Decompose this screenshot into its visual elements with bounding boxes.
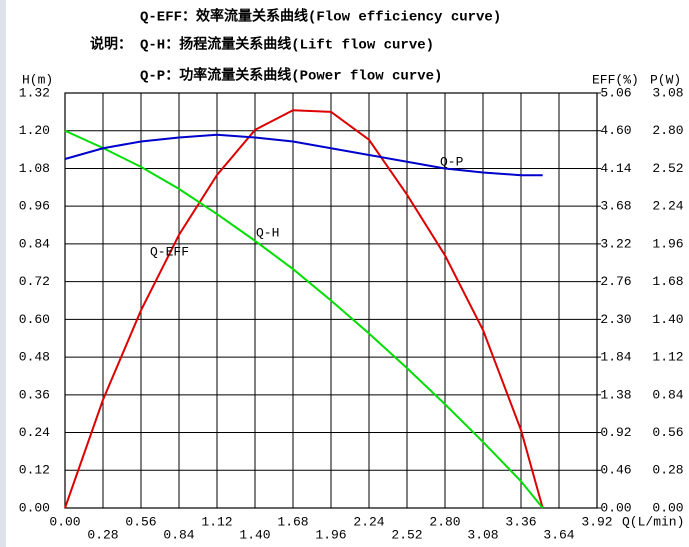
- y-tick-label: 0.48: [19, 350, 50, 365]
- y2-tick-label: 5.06: [600, 85, 631, 100]
- y-tick-label: 0.00: [19, 500, 50, 515]
- y3-tick-label: 2.80: [652, 123, 683, 138]
- y2-tick-label: 2.76: [600, 274, 631, 289]
- title-line: Q-P：功率流量关系曲线(Power flow curve): [140, 67, 442, 85]
- title-line: Q-EFF：效率流量关系曲线(Flow efficiency curve): [140, 8, 501, 26]
- x-tick-label: 0.84: [163, 527, 194, 542]
- series-line: [64, 109, 544, 509]
- x-tick-label: 2.80: [429, 514, 460, 529]
- y3-tick-label: 3.08: [652, 85, 683, 100]
- x-tick-label: 1.68: [277, 514, 308, 529]
- side-strip: [0, 0, 6, 547]
- y2-tick-label: 2.30: [600, 312, 631, 327]
- y3-tick-label: 0.84: [652, 387, 683, 402]
- y2-axis-label: EFF(%): [592, 72, 639, 87]
- x-tick-label: 3.08: [467, 527, 498, 542]
- y2-tick-label: 4.14: [600, 161, 631, 176]
- y3-tick-label: 1.40: [652, 312, 683, 327]
- x-tick-label: 3.64: [543, 527, 574, 542]
- x-tick-label: 0.28: [87, 527, 118, 542]
- y-tick-label: 0.60: [19, 312, 50, 327]
- y-tick-label: 0.24: [19, 425, 50, 440]
- y3-axis-label: P(W): [650, 72, 681, 87]
- series-label: Q-H: [256, 225, 279, 240]
- x-tick-label: 3.92: [581, 514, 612, 529]
- y3-tick-label: 0.00: [652, 500, 683, 515]
- y-tick-label: 0.36: [19, 387, 50, 402]
- y-tick-label: 0.96: [19, 199, 50, 214]
- series-label: Q-P: [440, 154, 464, 169]
- x-tick-label: 1.96: [315, 527, 346, 542]
- y-tick-label: 0.84: [19, 236, 50, 251]
- title-line: Q-H：扬程流量关系曲线(Lift flow curve): [140, 36, 434, 54]
- y2-tick-label: 4.60: [600, 123, 631, 138]
- y3-tick-label: 1.96: [652, 236, 683, 251]
- x-axis-label: Q(L/min): [622, 514, 684, 529]
- y2-tick-label: 0.46: [600, 463, 631, 478]
- series-line: [64, 133, 543, 177]
- y-tick-label: 1.32: [19, 85, 50, 100]
- x-tick-label: 0.56: [125, 514, 156, 529]
- y-tick-label: 0.12: [19, 463, 50, 478]
- y2-tick-label: 3.22: [600, 236, 631, 251]
- y-tick-label: 1.20: [19, 123, 50, 138]
- y3-tick-label: 1.12: [652, 350, 683, 365]
- y2-tick-label: 1.38: [600, 387, 631, 402]
- x-tick-label: 2.24: [353, 514, 384, 529]
- y2-tick-label: 1.84: [600, 350, 631, 365]
- series-label: Q-EFF: [150, 244, 189, 259]
- y3-tick-label: 2.24: [652, 199, 683, 214]
- y2-tick-label: 3.68: [600, 199, 631, 214]
- y3-tick-label: 2.52: [652, 161, 683, 176]
- series-line: [64, 129, 544, 509]
- x-tick-label: 1.12: [201, 514, 232, 529]
- x-tick-label: 2.52: [391, 527, 422, 542]
- y-tick-label: 1.08: [19, 161, 50, 176]
- plot-frame: [64, 92, 598, 509]
- y2-tick-label: 0.00: [600, 500, 631, 515]
- y-axis-label: H(m): [22, 72, 53, 87]
- x-tick-label: 1.40: [239, 527, 270, 542]
- y2-tick-label: 0.92: [600, 425, 631, 440]
- y3-tick-label: 1.68: [652, 274, 683, 289]
- y-tick-label: 0.72: [19, 274, 50, 289]
- y3-tick-label: 0.56: [652, 425, 683, 440]
- legend-label: 说明：: [90, 36, 132, 54]
- x-tick-label: 3.36: [505, 514, 536, 529]
- y3-tick-label: 0.28: [652, 463, 683, 478]
- x-tick-label: 0.00: [49, 514, 80, 529]
